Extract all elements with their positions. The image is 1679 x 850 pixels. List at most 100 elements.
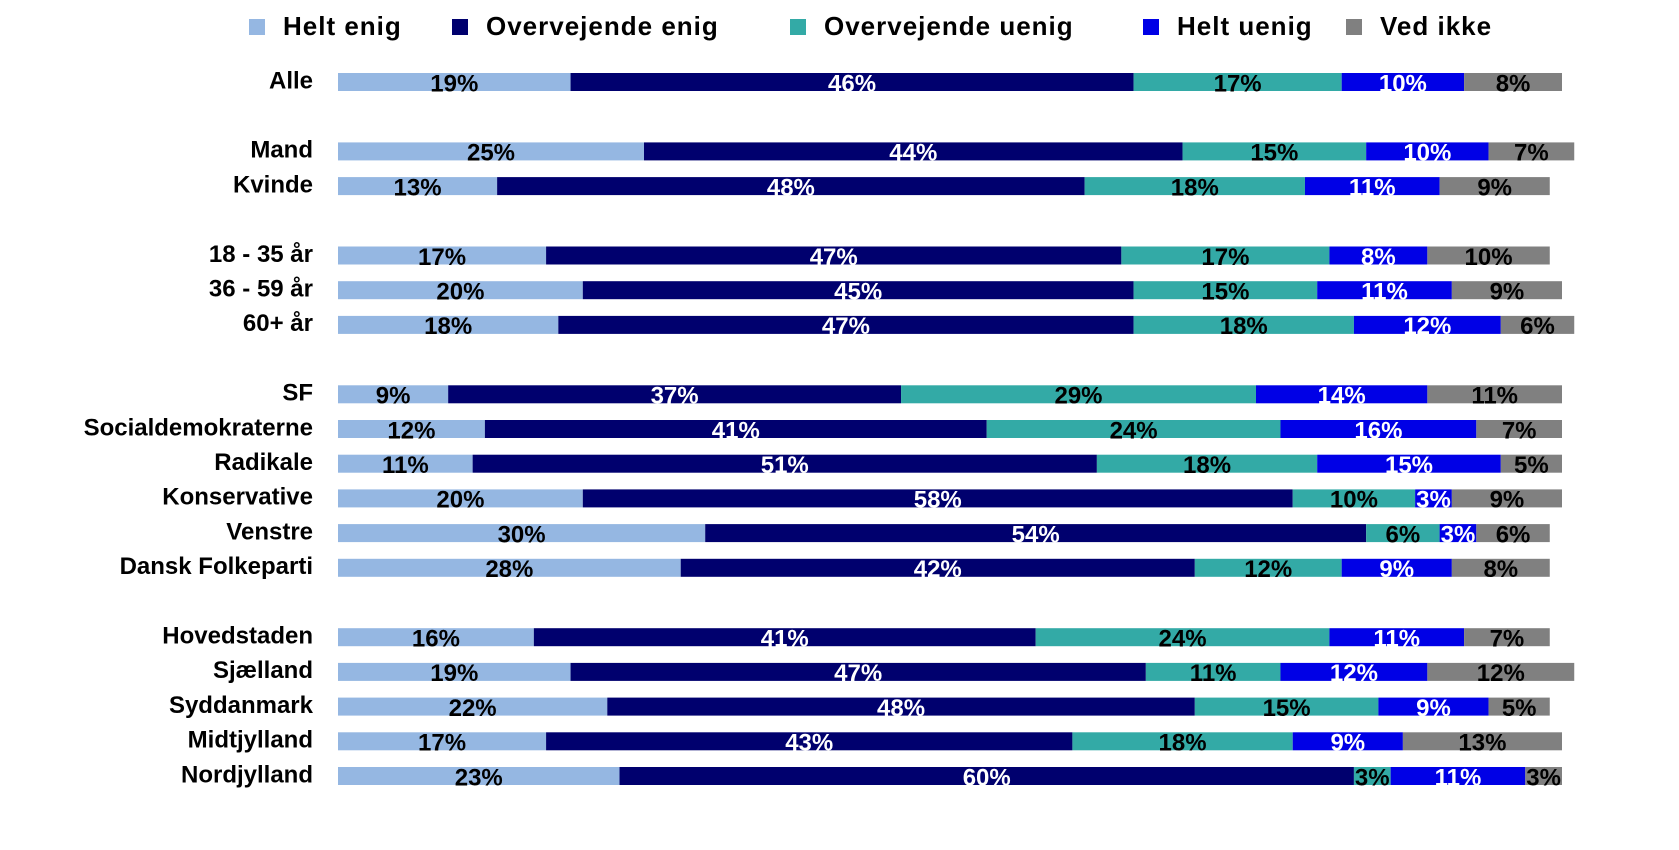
legend-swatch [790,19,806,35]
value-label: 15% [1201,279,1249,306]
bar-segment [986,420,1281,438]
bar-segment [1451,489,1562,508]
bar-segment [1280,420,1477,438]
value-label: 10% [1379,70,1427,97]
value-label: 3% [1526,764,1561,791]
bar-segment [1353,767,1391,785]
value-label: 18% [1220,313,1268,340]
bar-segment [338,420,485,438]
bar-segment [1133,315,1354,334]
value-label: 11% [1435,764,1482,791]
value-label: 51% [761,452,809,479]
bar-segment [1292,732,1403,751]
value-label: 10% [1330,487,1378,514]
value-label: 17% [1201,244,1249,271]
value-label: 9% [1477,174,1512,201]
value-label: 12% [1244,556,1292,583]
category-label: Kvinde [233,171,313,198]
bar-segment [1439,177,1550,196]
value-label: 3% [1355,764,1390,791]
value-label: 13% [1458,730,1506,757]
bar-segment [901,385,1256,404]
bar-segment [1451,558,1550,577]
value-label: 41% [712,417,760,444]
value-label: 12% [1477,660,1525,687]
category-label: Dansk Folkeparti [120,553,313,580]
category-label: SF [282,380,313,407]
bar-segment [570,662,1146,681]
value-label: 18% [1171,174,1219,201]
value-label: 15% [1385,452,1433,479]
value-label: 8% [1483,556,1518,583]
bar-segment [1476,420,1562,438]
bar-segment [1329,628,1465,647]
bar-segment [338,628,534,647]
value-label: 5% [1502,695,1537,722]
value-label: 46% [828,70,876,97]
value-label: 9% [1490,487,1525,514]
value-label: 42% [914,556,962,583]
bar-segment [1133,73,1342,91]
bar-segment [338,142,644,161]
value-label: 11% [1471,383,1518,410]
legend-swatch [1143,19,1159,35]
bar-segment [338,246,547,265]
value-label: 11% [1349,174,1396,201]
value-label: 23% [455,764,503,791]
value-label: 3% [1441,521,1476,548]
value-label: 41% [761,626,809,653]
bar-segment [484,420,987,438]
bar-segment [619,767,1354,785]
bar-segment [338,524,706,543]
value-label: 16% [1354,417,1402,444]
value-label: 16% [412,626,460,653]
bar-segment [607,697,1195,716]
value-label: 17% [1214,70,1262,97]
bar-segment [1280,662,1428,681]
value-label: 5% [1514,452,1549,479]
bar-segment [338,281,583,300]
legend-label: Helt uenig [1177,11,1313,41]
category-label: 60+ år [243,310,313,337]
value-label: 29% [1054,383,1102,410]
value-label: 24% [1159,626,1207,653]
bar-segment [1390,767,1526,785]
category-label: Socialdemokraterne [84,414,313,441]
bar-segment [1488,142,1575,161]
bar-segment [1488,697,1550,716]
value-label: 7% [1514,140,1549,167]
bar-segment [338,767,620,785]
value-label: 11% [1361,279,1408,306]
category-label: Syddanmark [169,692,314,719]
bar-segment [1415,489,1452,508]
bar-segment [1427,385,1562,404]
bar-segment [1525,767,1562,785]
bar-segment [338,732,547,751]
legend-label: Helt enig [283,11,402,41]
bar-segment [338,315,559,334]
value-label: 9% [1416,695,1451,722]
bar-segment [448,385,902,404]
value-label: 3% [1416,487,1451,514]
bar-segment [582,281,1134,300]
bar-segment [338,558,681,577]
value-label: 10% [1403,140,1451,167]
value-label: 47% [834,660,882,687]
bar-segment [1145,662,1281,681]
value-label: 48% [877,695,925,722]
bar-segment [1182,142,1367,161]
value-label: 20% [436,279,484,306]
value-label: 58% [914,487,962,514]
value-label: 6% [1520,313,1555,340]
bar-segment [533,628,1036,647]
bar-segment [338,177,498,196]
bar-segment [582,489,1293,508]
bar-segment [1500,454,1562,473]
value-label: 9% [1490,279,1525,306]
category-label: Hovedstaden [162,623,313,650]
bar-segment [338,489,583,508]
bar-segment [497,177,1085,196]
value-label: 60% [963,764,1011,791]
legend-swatch [1346,19,1362,35]
